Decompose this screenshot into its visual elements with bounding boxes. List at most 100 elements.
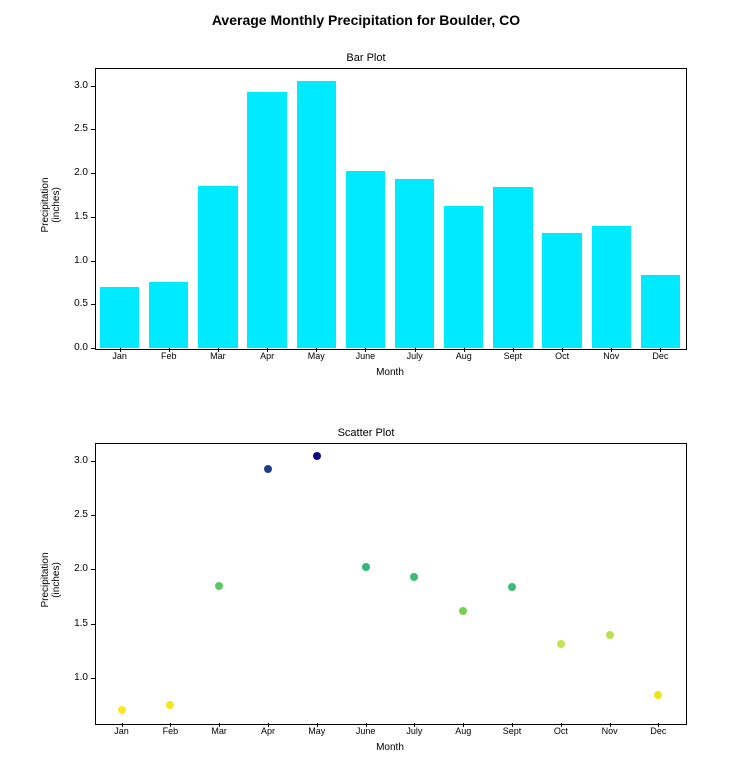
bar-xtick-mark xyxy=(415,348,416,352)
bar-xtick-label: Mar xyxy=(198,351,238,361)
bar-xtick-label: Apr xyxy=(247,351,287,361)
scatter-xtick-mark xyxy=(268,723,269,727)
scatter-ytick-mark xyxy=(91,678,95,679)
bar xyxy=(542,233,581,348)
bar xyxy=(149,282,188,348)
bar xyxy=(444,206,483,348)
scatter-point xyxy=(264,465,272,473)
bar-ytick-label: 3.0 xyxy=(48,80,88,91)
bar-xtick-label: Aug xyxy=(444,351,484,361)
bar-xtick-label: May xyxy=(296,351,336,361)
scatter-ytick-label: 2.5 xyxy=(48,509,88,520)
bar-ytick-label: 0.5 xyxy=(48,298,88,309)
scatter-xtick-label: June xyxy=(346,726,386,736)
bar xyxy=(198,186,237,348)
scatter-xtick-mark xyxy=(122,723,123,727)
scatter-point xyxy=(508,583,516,591)
scatter-ytick-label: 1.0 xyxy=(48,672,88,683)
bar-xtick-label: July xyxy=(395,351,435,361)
scatter-ytick-label: 2.0 xyxy=(48,563,88,574)
scatter-xtick-mark xyxy=(512,723,513,727)
bar-xtick-mark xyxy=(365,348,366,352)
bar-xtick-label: June xyxy=(345,351,385,361)
scatter-point xyxy=(166,701,174,709)
scatter-xlabel: Month xyxy=(95,742,685,753)
bar xyxy=(641,275,680,349)
scatter-ytick-label: 3.0 xyxy=(48,455,88,466)
scatter-ytick-mark xyxy=(91,515,95,516)
bar-xtick-label: Oct xyxy=(542,351,582,361)
scatter-xtick-mark xyxy=(317,723,318,727)
scatter-xtick-mark xyxy=(414,723,415,727)
scatter-xtick-mark xyxy=(219,723,220,727)
bar-ytick-mark xyxy=(91,304,95,305)
bar-xtick-mark xyxy=(660,348,661,352)
scatter-point xyxy=(362,563,370,571)
bar-ytick-mark xyxy=(91,348,95,349)
suptitle: Average Monthly Precipitation for Boulde… xyxy=(0,12,732,28)
bar xyxy=(346,171,385,348)
scatter-ytick-mark xyxy=(91,569,95,570)
scatter-point xyxy=(606,631,614,639)
bar-xtick-mark xyxy=(218,348,219,352)
bar-xlabel: Month xyxy=(95,367,685,378)
scatter-title: Scatter Plot xyxy=(0,427,732,439)
scatter-point xyxy=(557,640,565,648)
scatter-point xyxy=(410,573,418,581)
bar xyxy=(297,81,336,348)
bar-xtick-label: Sept xyxy=(493,351,533,361)
scatter-xtick-label: Aug xyxy=(443,726,483,736)
bar-xtick-mark xyxy=(513,348,514,352)
bar-xtick-mark xyxy=(611,348,612,352)
bar-xtick-mark xyxy=(316,348,317,352)
bar xyxy=(493,187,532,348)
bar-xtick-label: Feb xyxy=(149,351,189,361)
scatter-point xyxy=(459,607,467,615)
bar-xtick-label: Jan xyxy=(100,351,140,361)
scatter-point xyxy=(118,706,126,714)
bar-ytick-mark xyxy=(91,261,95,262)
scatter-xtick-mark xyxy=(170,723,171,727)
scatter-ytick-mark xyxy=(91,461,95,462)
scatter-xtick-label: Dec xyxy=(638,726,678,736)
scatter-xtick-mark xyxy=(610,723,611,727)
bar-ytick-mark xyxy=(91,217,95,218)
scatter-xtick-label: Oct xyxy=(541,726,581,736)
bar xyxy=(592,226,631,348)
bar-ytick-label: 0.0 xyxy=(48,342,88,353)
bar-ytick-mark xyxy=(91,129,95,130)
bar xyxy=(247,92,286,348)
bar-xtick-mark xyxy=(267,348,268,352)
scatter-point xyxy=(215,582,223,590)
bar-ytick-mark xyxy=(91,86,95,87)
figure: Average Monthly Precipitation for Boulde… xyxy=(0,0,732,784)
bar-title: Bar Plot xyxy=(0,52,732,64)
scatter-point xyxy=(313,452,321,460)
bar-ytick-label: 2.5 xyxy=(48,123,88,134)
scatter-xtick-mark xyxy=(561,723,562,727)
scatter-xtick-mark xyxy=(658,723,659,727)
scatter-xtick-label: Sept xyxy=(492,726,532,736)
scatter-ytick-label: 1.5 xyxy=(48,618,88,629)
scatter-xtick-label: Feb xyxy=(150,726,190,736)
bar-xtick-mark xyxy=(120,348,121,352)
scatter-ytick-mark xyxy=(91,624,95,625)
bar xyxy=(100,287,139,348)
bar-ytick-label: 1.5 xyxy=(48,211,88,222)
scatter-xtick-label: Mar xyxy=(199,726,239,736)
bar-ytick-label: 1.0 xyxy=(48,255,88,266)
bar-xtick-label: Dec xyxy=(640,351,680,361)
scatter-xtick-label: Nov xyxy=(590,726,630,736)
bar-ytick-label: 2.0 xyxy=(48,167,88,178)
bar-ytick-mark xyxy=(91,173,95,174)
bar-xtick-mark xyxy=(169,348,170,352)
bar-xtick-mark xyxy=(562,348,563,352)
scatter-xtick-label: May xyxy=(297,726,337,736)
scatter-xtick-label: Apr xyxy=(248,726,288,736)
scatter-point xyxy=(654,691,662,699)
bar-xtick-mark xyxy=(464,348,465,352)
bar-xtick-label: Nov xyxy=(591,351,631,361)
scatter-xtick-label: July xyxy=(394,726,434,736)
bar xyxy=(395,179,434,348)
scatter-xtick-label: Jan xyxy=(102,726,142,736)
